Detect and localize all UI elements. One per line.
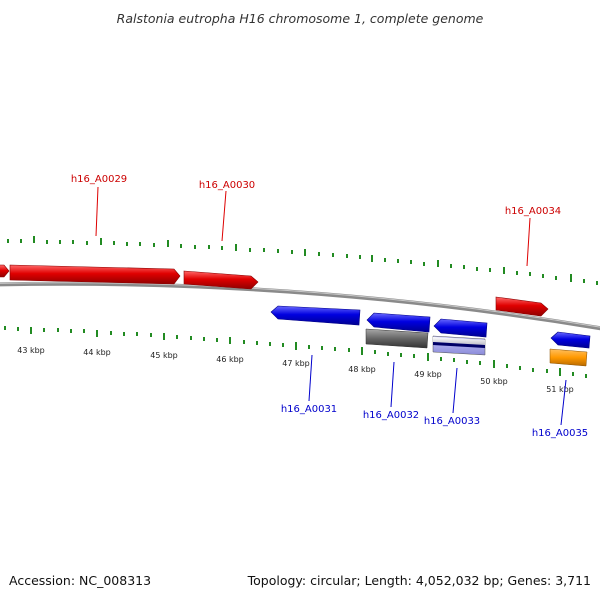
gene-arrow-h16-a0035[interactable] — [550, 331, 591, 349]
striped-feature-h16-a0033[interactable] — [432, 335, 486, 356]
label-leaders-blue — [308, 354, 567, 426]
chromosome-backbone — [0, 281, 600, 331]
gene-label-h16-a0032[interactable]: h16_A0032 — [363, 410, 419, 421]
kbp-label: 47 kbp — [282, 359, 310, 368]
gene-arrow-h16-a0034[interactable] — [495, 296, 549, 317]
gene-arrow-h16-a0033[interactable] — [433, 318, 488, 338]
gene-arrow-h16-a0032[interactable] — [366, 312, 431, 333]
gene-label-h16-a0033[interactable]: h16_A0033 — [424, 416, 480, 427]
kbp-label: 44 kbp — [83, 348, 111, 357]
gene-label-h16-a0031[interactable]: h16_A0031 — [281, 404, 337, 415]
label-leaders-red — [95, 186, 531, 267]
accession-text: Accession: NC_008313 — [9, 573, 152, 588]
kbp-label: 51 kbp — [546, 385, 574, 394]
gene-arrow-h16-a0031[interactable] — [270, 305, 361, 326]
gene-arrow-h16-a0029[interactable] — [9, 264, 181, 285]
chromosome-backbone-highlight — [0, 282, 600, 328]
gene-arrow-h16-a0030[interactable] — [183, 270, 259, 290]
gene-label-h16-a0030[interactable]: h16_A0030 — [199, 180, 255, 191]
forward-genes — [0, 264, 549, 317]
orange-feature-h16-a0035[interactable] — [549, 348, 588, 367]
gene-arrow-partial[interactable] — [0, 264, 10, 278]
gray-feature-h16-a0032[interactable] — [365, 328, 429, 349]
kbp-label: 45 kbp — [150, 351, 178, 360]
topology-text: Topology: circular; Length: 4,052,032 bp… — [247, 573, 591, 588]
gene-label-h16-a0035[interactable]: h16_A0035 — [532, 428, 588, 439]
upper-scale-ticks — [7, 236, 598, 285]
kbp-label: 46 kbp — [216, 355, 244, 364]
gene-label-h16-a0034[interactable]: h16_A0034 — [505, 206, 561, 217]
kbp-label: 43 kbp — [17, 346, 45, 355]
gene-label-h16-a0029[interactable]: h16_A0029 — [71, 174, 127, 185]
kbp-label: 50 kbp — [480, 377, 508, 386]
kbp-label: 49 kbp — [414, 370, 442, 379]
kbp-label: 48 kbp — [348, 365, 376, 374]
lower-scale-ticks — [4, 326, 587, 378]
reverse-genes — [270, 305, 591, 349]
map-title: Ralstonia eutropha H16 chromosome 1, com… — [117, 11, 484, 26]
